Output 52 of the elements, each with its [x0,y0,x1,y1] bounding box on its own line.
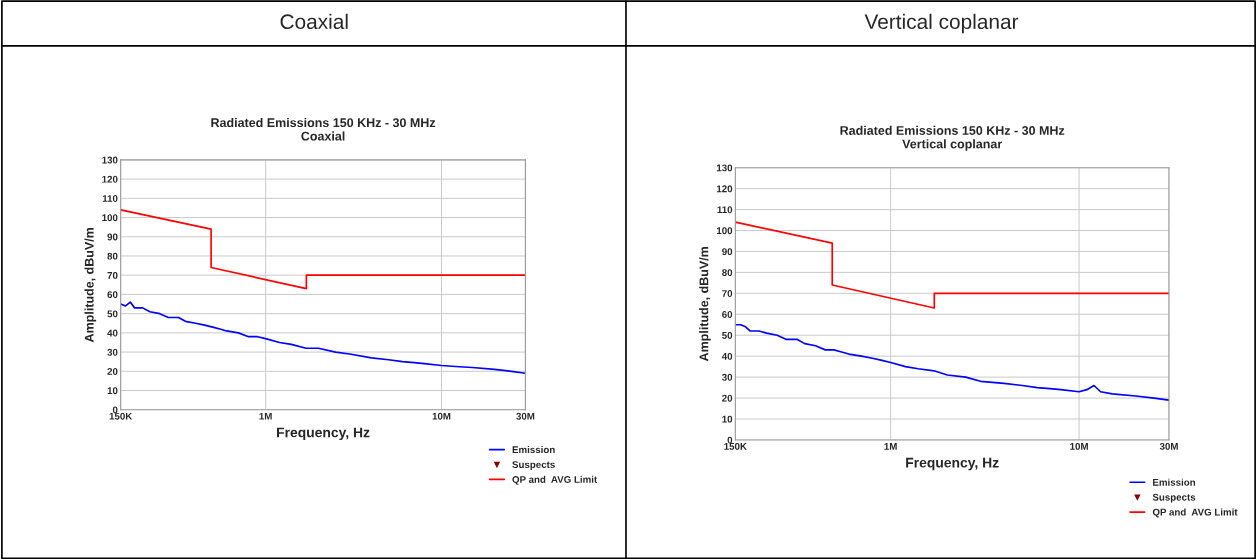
y-tick-label: 100 [102,214,118,222]
x-tick-label: 150K [724,442,747,450]
x-axis-title: Frequency, Hz [906,457,999,471]
x-tick-label: 10M [1070,442,1088,450]
legend-label: Suspects [512,461,555,470]
x-axis-title: Frequency, Hz [277,427,370,441]
y-tick-label: 80 [722,269,733,277]
y-tick-label: 50 [722,331,733,339]
y-tick-label: 0 [727,436,733,444]
legend-label: Emission [1153,478,1196,486]
x-tick-label: 30M [516,412,535,420]
y-tick-label: 60 [107,291,118,299]
legend-label: QP and AVG Limit [1152,508,1238,518]
y-axis-title: Amplitude, dBuV/m [84,227,97,343]
legend-label: QP and AVG Limit [512,475,598,485]
legend-label: Emission [512,445,555,454]
y-tick-label: 10 [722,415,733,423]
y-tick-label: 30 [107,348,118,356]
y-tick-label: 30 [721,373,733,381]
y-tick-label: 50 [107,310,118,318]
y-tick-label: 70 [722,290,733,297]
x-tick-label: 10M [432,412,451,420]
chart-subtitle: Coaxial [301,131,345,141]
y-tick-label: 0 [112,406,118,414]
y-tick-label: 70 [107,271,118,279]
x-tick-label: 1M [884,443,897,450]
x-tick-label: 30M [1159,442,1178,450]
y-tick-label: 120 [716,185,733,193]
y-tick-label: 90 [722,248,733,256]
legend-label: Suspects [1152,493,1196,503]
y-tick-label: 80 [107,252,118,260]
y-tick-label: 40 [107,329,118,337]
y-tick-label: 130 [102,156,118,164]
y-tick-label: 20 [107,368,118,375]
y-tick-label: 110 [102,195,118,202]
y-tick-label: 100 [716,227,733,235]
y-tick-label: 40 [721,352,733,360]
text: Vertical coplanar [864,13,1019,34]
x-tick-label: 150K [109,412,133,420]
x-tick-label: 1M [259,412,272,420]
y-tick-label: 60 [722,311,733,318]
y-tick-label: 90 [107,233,118,241]
y-tick-label: 20 [722,394,733,402]
chart-subtitle: Vertical coplanar [902,139,1003,151]
chart-title: Radiated Emissions 150 KHz - 30 MHz [840,125,1065,135]
y-tick-label: 110 [717,206,733,214]
chart-title: Radiated Emissions 150 KHz - 30 MHz [211,117,436,128]
y-axis-title: Amplitude, dBuV/m [699,246,711,362]
y-tick-label: 10 [107,387,118,395]
y-tick-label: 120 [102,175,118,183]
text: Coaxial [280,13,348,30]
y-tick-label: 130 [716,164,733,172]
